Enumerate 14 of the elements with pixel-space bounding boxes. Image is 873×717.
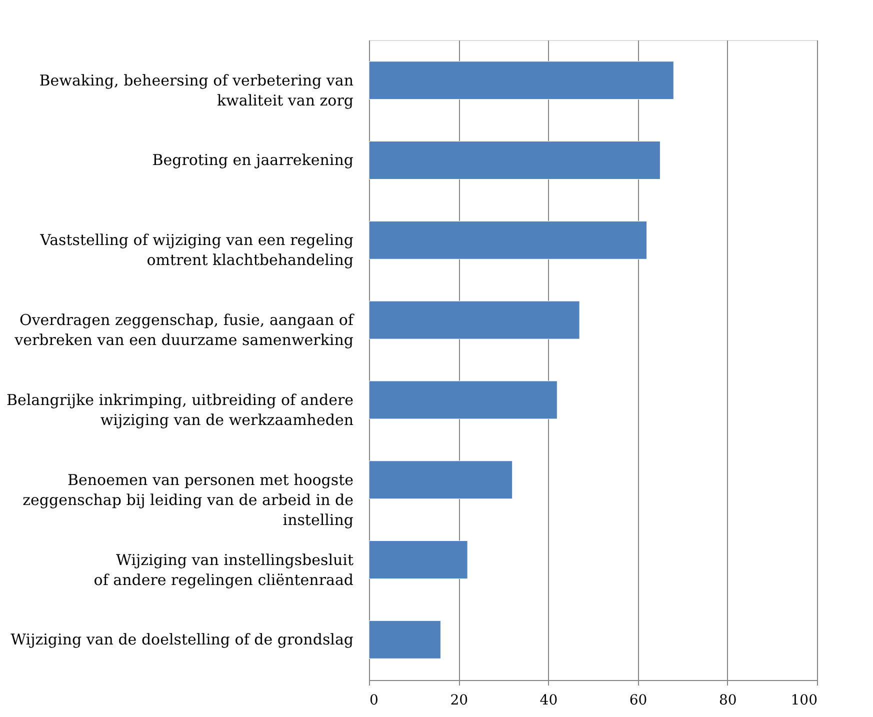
x-tick-label: 40 bbox=[540, 692, 558, 708]
y-tick-label: Belangrijke inkrimping, uitbreiding of andere wijziging van de werkzaamheden bbox=[6, 390, 354, 429]
x-tick-label: 60 bbox=[629, 692, 648, 708]
x-tick-label: 0 bbox=[370, 692, 378, 708]
y-tick-label: Begroting en jaarrekening bbox=[152, 151, 354, 170]
x-tick-label: 80 bbox=[718, 692, 737, 708]
y-tick-label: Vaststelling of wijziging van een regeling omtrent klachtbehandeling bbox=[39, 231, 354, 270]
x-tick-label: 100 bbox=[790, 692, 818, 708]
x-tick-label: 20 bbox=[450, 692, 468, 708]
y-tick-label: Benoemen van personen met hoogste zeggenschap bij leiding van de arbeid in de instelling bbox=[22, 470, 354, 529]
y-tick-label: Bewaking, beheersing of verbetering van kwaliteit van zorg bbox=[39, 71, 354, 110]
y-tick-label: Wijziging van de doelstelling of de grondslag bbox=[10, 630, 354, 649]
y-tick-label: Overdragen zeggenschap, fusie, aangaan of verbreken van een duurzame samenwerking bbox=[14, 311, 355, 350]
y-tick-label: Wijziging van instellingsbesluit of andere regelingen cliëntenraad bbox=[94, 550, 354, 589]
